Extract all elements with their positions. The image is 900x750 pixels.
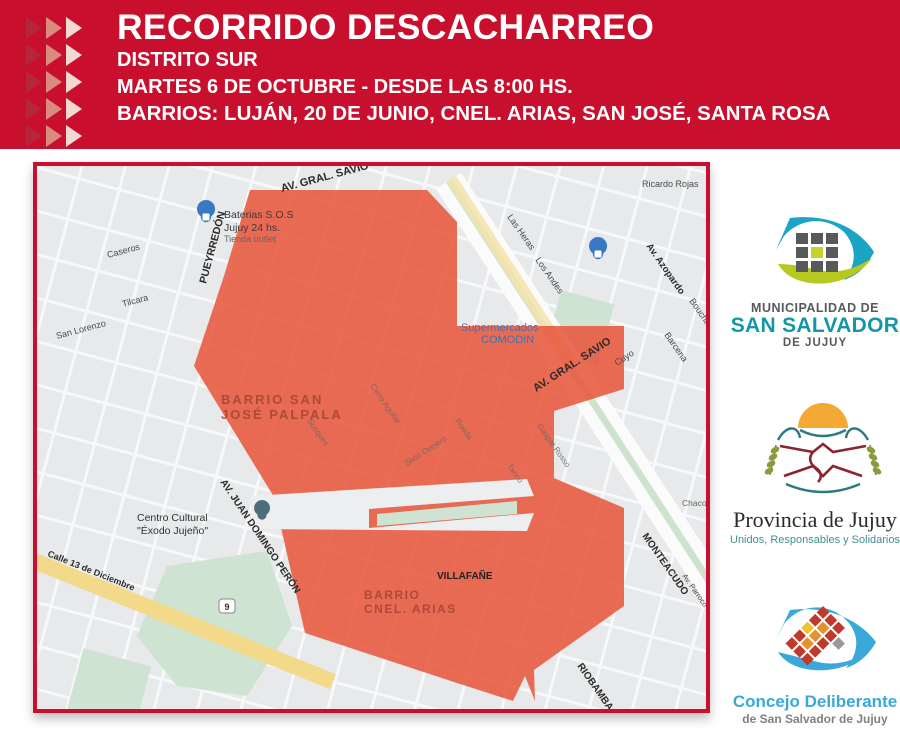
svg-text:VILLAFAÑE: VILLAFAÑE [437, 569, 493, 582]
svg-text:Supermercados: Supermercados [461, 322, 539, 334]
svg-text:Ricardo Rojas: Ricardo Rojas [642, 179, 699, 189]
svg-text:Tienda outlet: Tienda outlet [224, 234, 276, 244]
svg-text:Centro Cultural: Centro Cultural [137, 512, 208, 524]
svg-text:CNEL. ARIAS: CNEL. ARIAS [364, 602, 457, 616]
svg-text:9: 9 [224, 602, 229, 612]
svg-text:COMODIN: COMODIN [481, 334, 534, 346]
svg-text:"Éxodo Jujeño": "Éxodo Jujeño" [137, 524, 208, 537]
svg-text:BARRIO: BARRIO [364, 588, 420, 602]
svg-text:Jujuy 24 hs.: Jujuy 24 hs. [224, 222, 280, 234]
svg-text:Baterias S.O.S: Baterias S.O.S [224, 209, 293, 221]
svg-text:BARRIO SAN: BARRIO SAN [221, 392, 323, 407]
svg-text:JOSÉ PALPALA: JOSÉ PALPALA [221, 407, 343, 422]
svg-text:Chaco: Chaco [682, 498, 706, 508]
